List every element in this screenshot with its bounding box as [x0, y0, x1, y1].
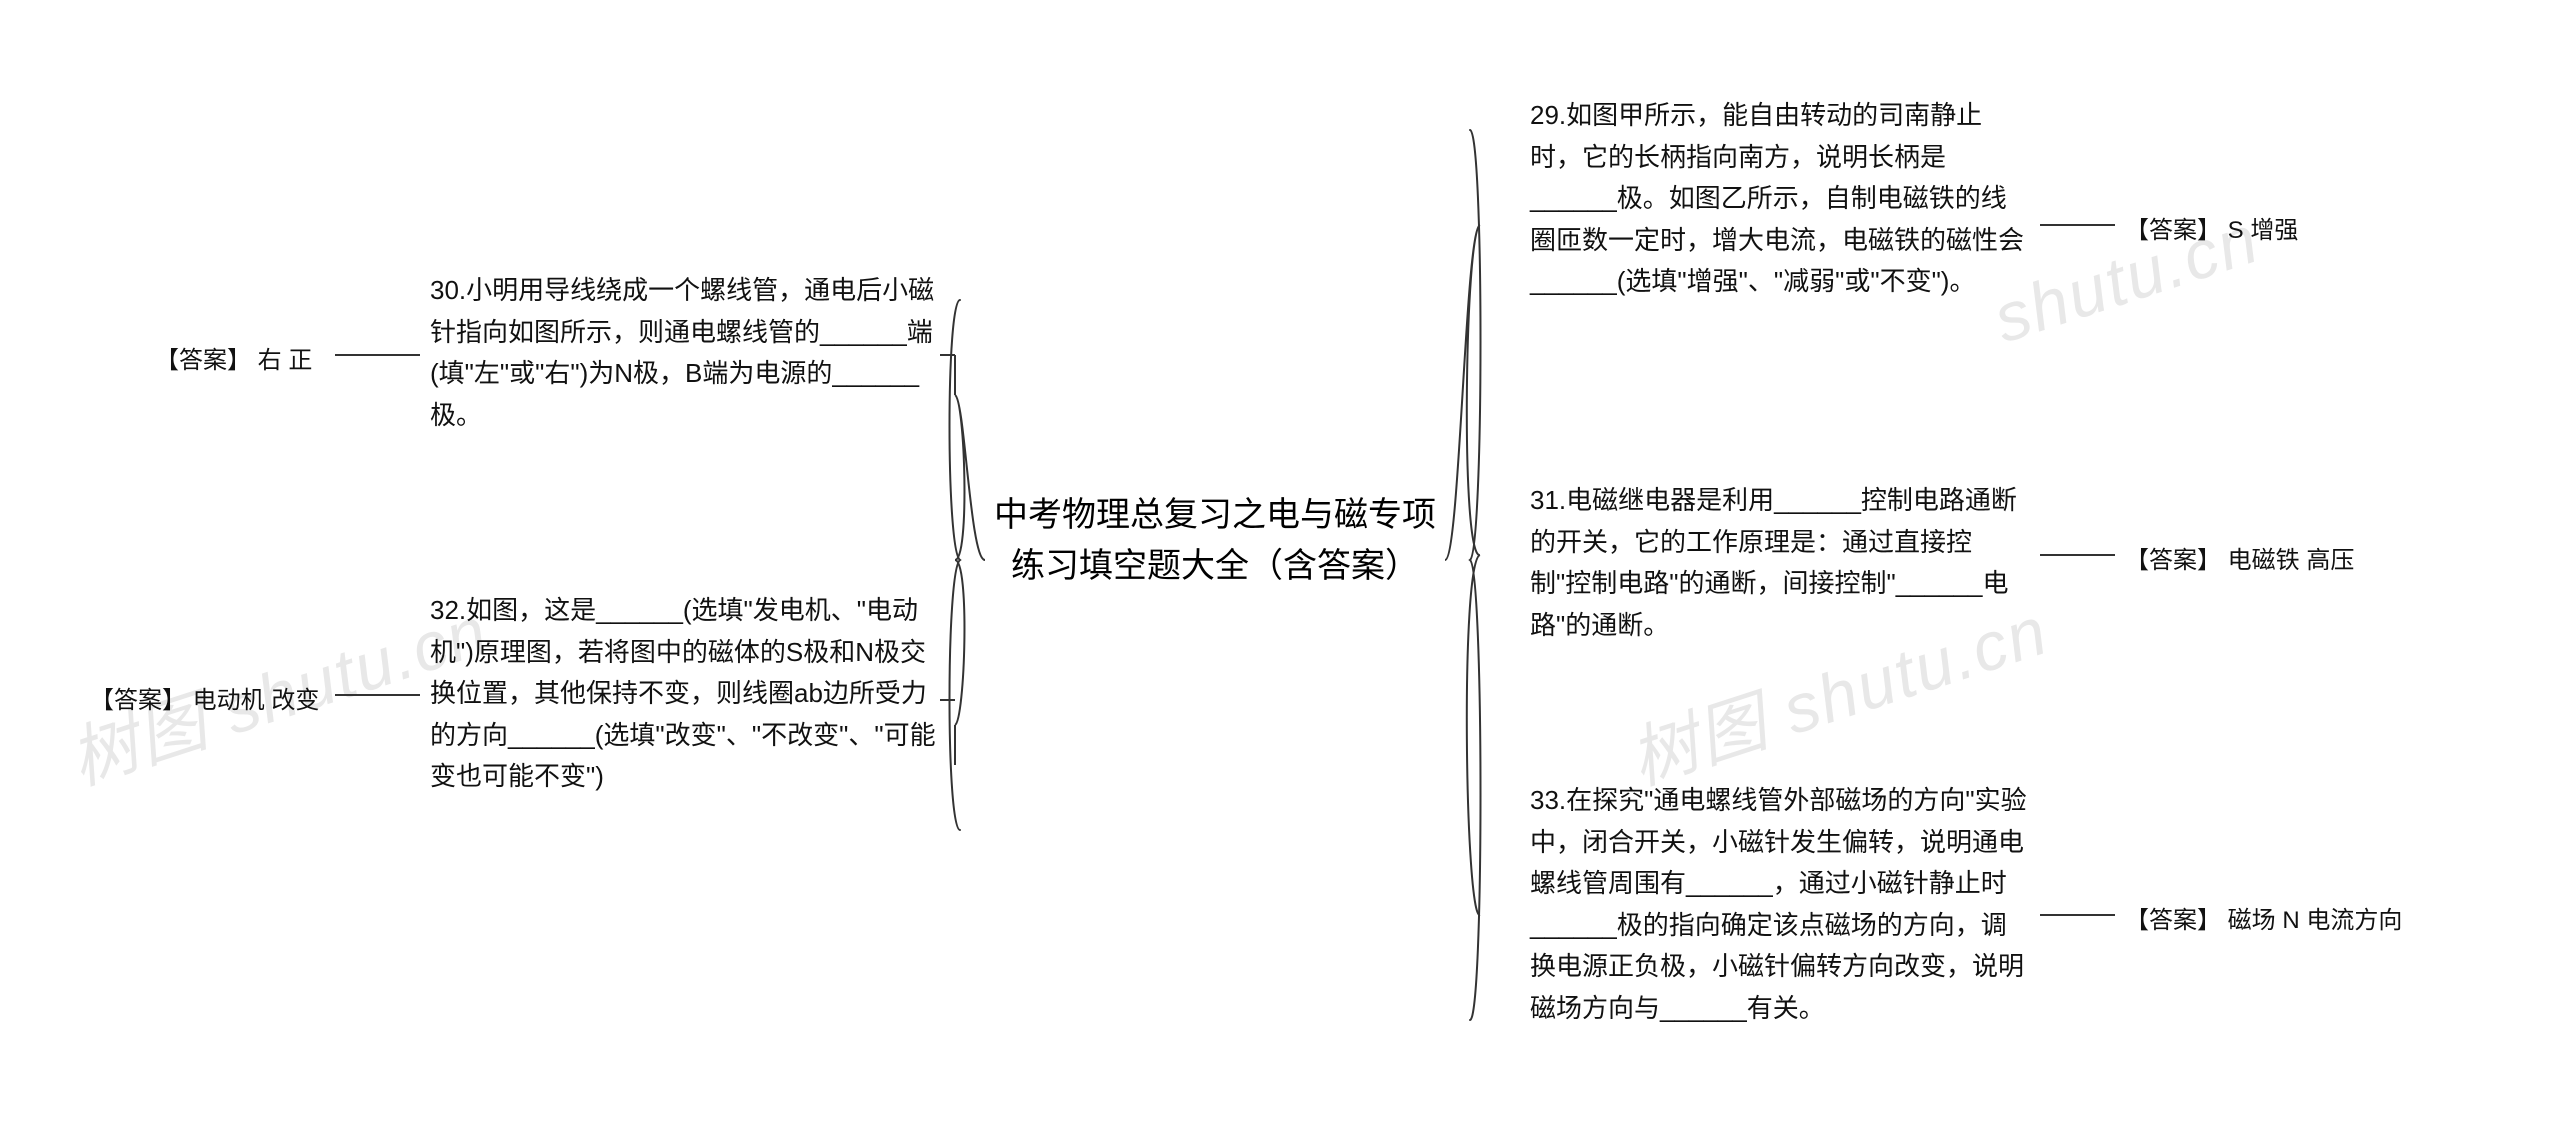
answer-label: 【答案】 — [2125, 547, 2221, 574]
answer-31: 【答案】 电磁铁 高压 — [2125, 540, 2354, 575]
question-30: 30.小明用导线绕成一个螺线管，通电后小磁针指向如图所示，则通电螺线管的____… — [430, 270, 940, 436]
answer-value: 右 正 — [258, 347, 313, 374]
answer-label: 【答案】 — [2125, 217, 2221, 244]
mindmap-root: 中考物理总复习之电与磁专项练习填空题大全（含答案） — [985, 490, 1445, 592]
answer-value: 电磁铁 高压 — [2228, 547, 2355, 574]
question-32: 32.如图，这是______(选填"发电机、"电动机")原理图，若将图中的磁体的… — [430, 590, 940, 798]
answer-29: 【答案】 S 增强 — [2125, 210, 2298, 245]
answer-label: 【答案】 — [155, 347, 251, 374]
answer-label: 【答案】 — [90, 687, 186, 714]
answer-33: 【答案】 磁场 N 电流方向 — [2125, 900, 2402, 935]
answer-value: 磁场 N 电流方向 — [2228, 907, 2403, 934]
question-29: 29.如图甲所示，能自由转动的司南静止时，它的长柄指向南方，说明长柄是_____… — [1530, 95, 2030, 303]
question-31: 31.电磁继电器是利用______控制电路通断的开关，它的工作原理是：通过直接控… — [1530, 480, 2030, 646]
answer-30: 【答案】 右 正 — [155, 340, 312, 375]
question-33: 33.在探究"通电螺线管外部磁场的方向"实验中，闭合开关，小磁针发生偏转，说明通… — [1530, 780, 2030, 1030]
answer-32: 【答案】 电动机 改变 — [90, 680, 319, 715]
answer-value: 电动机 改变 — [193, 687, 320, 714]
answer-value: S 增强 — [2228, 217, 2299, 244]
answer-label: 【答案】 — [2125, 907, 2221, 934]
